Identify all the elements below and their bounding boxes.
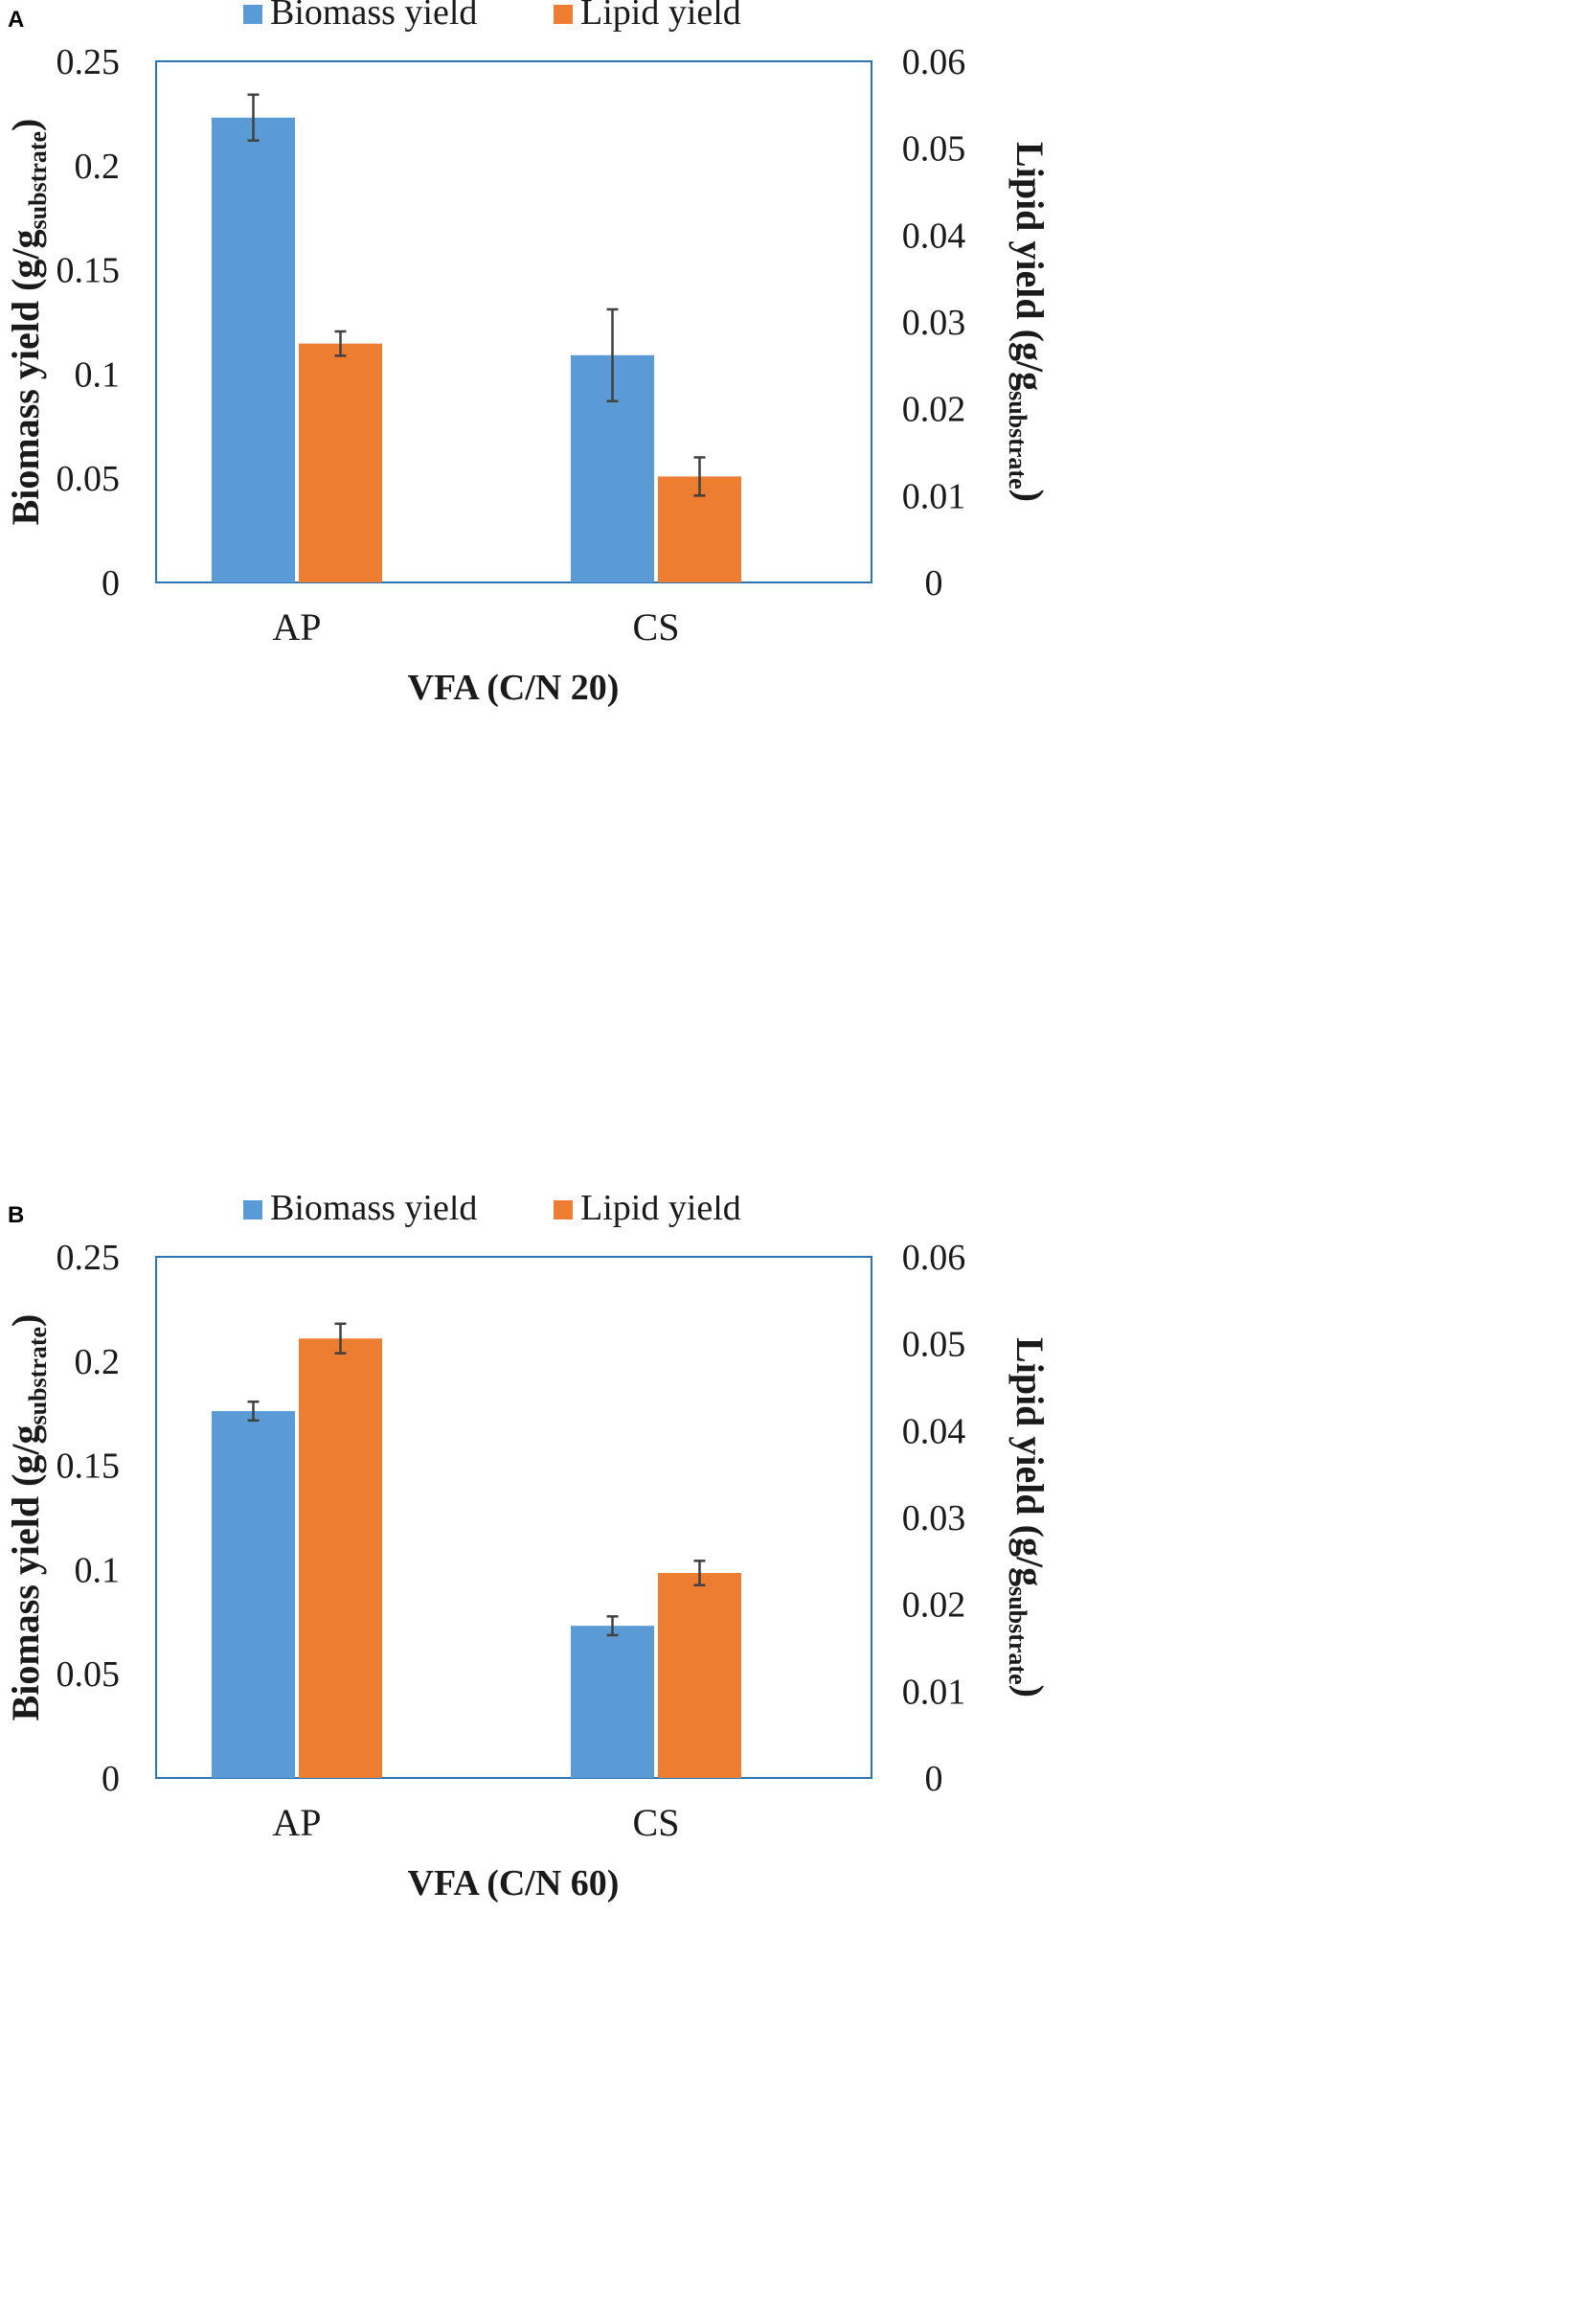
- biomass-bar-ap-error-bar: [247, 1400, 260, 1423]
- right-tick-label: 0.02: [902, 1585, 966, 1626]
- left-tick-label: 0.25: [57, 42, 121, 82]
- right-tick-label: 0.01: [902, 476, 966, 516]
- legend-lipid-label: Lipid yield: [580, 1196, 741, 1228]
- right-axis-title-close: ): [1008, 1685, 1052, 1697]
- biomass-bar-ap: [212, 1411, 295, 1778]
- left-tick-label: 0.1: [75, 354, 121, 395]
- chart-panel-a: A Biomass yield Lipid yield 0 0.05 0.1 0.15 0.2…: [0, 0, 1585, 1128]
- left-tick-label: 0.1: [75, 1550, 121, 1590]
- left-tick-label: 0: [102, 1759, 120, 1799]
- right-tick-label: 0.05: [902, 129, 966, 170]
- lipid-bar-ap-error-bar: [334, 330, 347, 357]
- left-tick-label: 0.2: [75, 1342, 121, 1382]
- left-axis-title-sub: substrate: [24, 1327, 52, 1425]
- biomass-bar-cs: [571, 1626, 654, 1778]
- left-axis-title-close: ): [4, 119, 47, 131]
- right-tick-label: 0: [925, 563, 943, 604]
- right-tick-label: 0.01: [902, 1672, 966, 1712]
- left-tick-label: 0.05: [57, 459, 121, 499]
- x-axis-title: VFA (C/N 20): [408, 668, 620, 708]
- legend-biomass: Biomass yield: [243, 0, 477, 33]
- legend-biomass-swatch: [243, 5, 262, 24]
- left-tick-label: 0.2: [75, 147, 121, 187]
- right-axis-title-close: ): [1008, 490, 1052, 502]
- legend-lipid-label: Lipid yield: [580, 0, 741, 33]
- left-axis-title: Biomass yield (g/gsubstrate): [4, 119, 52, 526]
- category-label-cs: CS: [633, 1801, 680, 1844]
- left-axis-title-sub: substrate: [24, 131, 52, 230]
- right-axis-title-main: Lipid yield (g/g: [1008, 1337, 1052, 1586]
- left-axis-title-close: ): [4, 1314, 47, 1327]
- left-tick-label: 0.25: [57, 1238, 121, 1278]
- biomass-bar-cs-error-bar: [606, 308, 619, 402]
- right-tick-label: 0.06: [902, 42, 966, 82]
- right-axis-ticks: 0 0.01 0.02 0.03 0.04 0.05 0.06: [902, 42, 966, 604]
- biomass-bar-ap: [212, 117, 295, 582]
- left-axis-title-main: Biomass yield (g/g: [4, 229, 47, 525]
- chart-panel-b: B Biomass yield Lipid yield 0 0.05 0.1 0.15 0.2…: [0, 1196, 1585, 2324]
- chart-b-svg: B Biomass yield Lipid yield 0 0.05 0.1 0.15 0.2…: [4, 1196, 1052, 1903]
- right-tick-label: 0.03: [902, 303, 966, 343]
- right-tick-label: 0.04: [902, 1411, 966, 1451]
- legend-lipid: Lipid yield: [554, 0, 741, 33]
- right-tick-label: 0.05: [902, 1325, 966, 1365]
- lipid-bar-ap-error-bar: [334, 1322, 347, 1355]
- legend-lipid-swatch: [554, 1200, 573, 1219]
- category-label-ap: AP: [272, 1801, 321, 1844]
- lipid-bar-cs-error-bar: [693, 1560, 706, 1586]
- legend-lipid: Lipid yield: [554, 1196, 741, 1228]
- legend: Biomass yield Lipid yield: [243, 1196, 741, 1228]
- legend-biomass-swatch: [243, 1200, 262, 1219]
- legend-biomass: Biomass yield: [243, 1196, 477, 1228]
- bars: [212, 1322, 741, 1778]
- left-axis-title-main: Biomass yield (g/g: [4, 1424, 47, 1720]
- left-tick-label: 0: [102, 563, 120, 604]
- right-axis-title: Lipid yield (g/gsubstrate): [1004, 1337, 1052, 1697]
- panel-label: A: [8, 7, 24, 33]
- right-axis-title-main: Lipid yield (g/g: [1008, 142, 1052, 391]
- plot-area-frame: [155, 60, 872, 583]
- left-tick-label: 0.15: [57, 251, 121, 291]
- legend-biomass-label: Biomass yield: [270, 0, 477, 33]
- panel-label: B: [8, 1202, 24, 1228]
- legend-lipid-swatch: [554, 5, 573, 24]
- left-tick-label: 0.15: [57, 1447, 121, 1487]
- lipid-bar-ap: [299, 1338, 382, 1778]
- category-label-cs: CS: [633, 605, 680, 649]
- left-axis-ticks: 0 0.05 0.1 0.15 0.2 0.25: [57, 1238, 121, 1799]
- left-tick-label: 0.05: [57, 1654, 121, 1695]
- lipid-bar-ap: [299, 343, 382, 582]
- bars: [212, 93, 741, 582]
- left-axis-ticks: 0 0.05 0.1 0.15 0.2 0.25: [57, 42, 121, 604]
- right-axis-title-sub: substrate: [1004, 391, 1031, 490]
- left-axis-title: Biomass yield (g/gsubstrate): [4, 1314, 52, 1721]
- right-axis-title: Lipid yield (g/gsubstrate): [1004, 142, 1052, 502]
- right-tick-label: 0.04: [902, 216, 966, 256]
- right-axis-ticks: 0 0.01 0.02 0.03 0.04 0.05 0.06: [902, 1238, 966, 1799]
- legend-biomass-label: Biomass yield: [270, 1196, 477, 1228]
- right-tick-label: 0.03: [902, 1498, 966, 1538]
- x-axis-title: VFA (C/N 60): [408, 1863, 620, 1903]
- right-tick-label: 0.06: [902, 1238, 966, 1278]
- legend: Biomass yield Lipid yield: [243, 0, 741, 33]
- lipid-bar-cs-error-bar: [693, 456, 706, 497]
- chart-a-svg: A Biomass yield Lipid yield 0 0.05 0.1 0.15 0.2…: [4, 0, 1052, 708]
- biomass-bar-cs-error-bar: [606, 1615, 619, 1637]
- lipid-bar-cs: [658, 1573, 741, 1778]
- right-axis-title-sub: substrate: [1004, 1586, 1031, 1685]
- right-tick-label: 0.02: [902, 390, 966, 430]
- right-tick-label: 0: [925, 1759, 943, 1799]
- biomass-bar-ap-error-bar: [247, 93, 260, 142]
- category-label-ap: AP: [272, 605, 321, 649]
- plot-area-frame: [155, 1256, 872, 1779]
